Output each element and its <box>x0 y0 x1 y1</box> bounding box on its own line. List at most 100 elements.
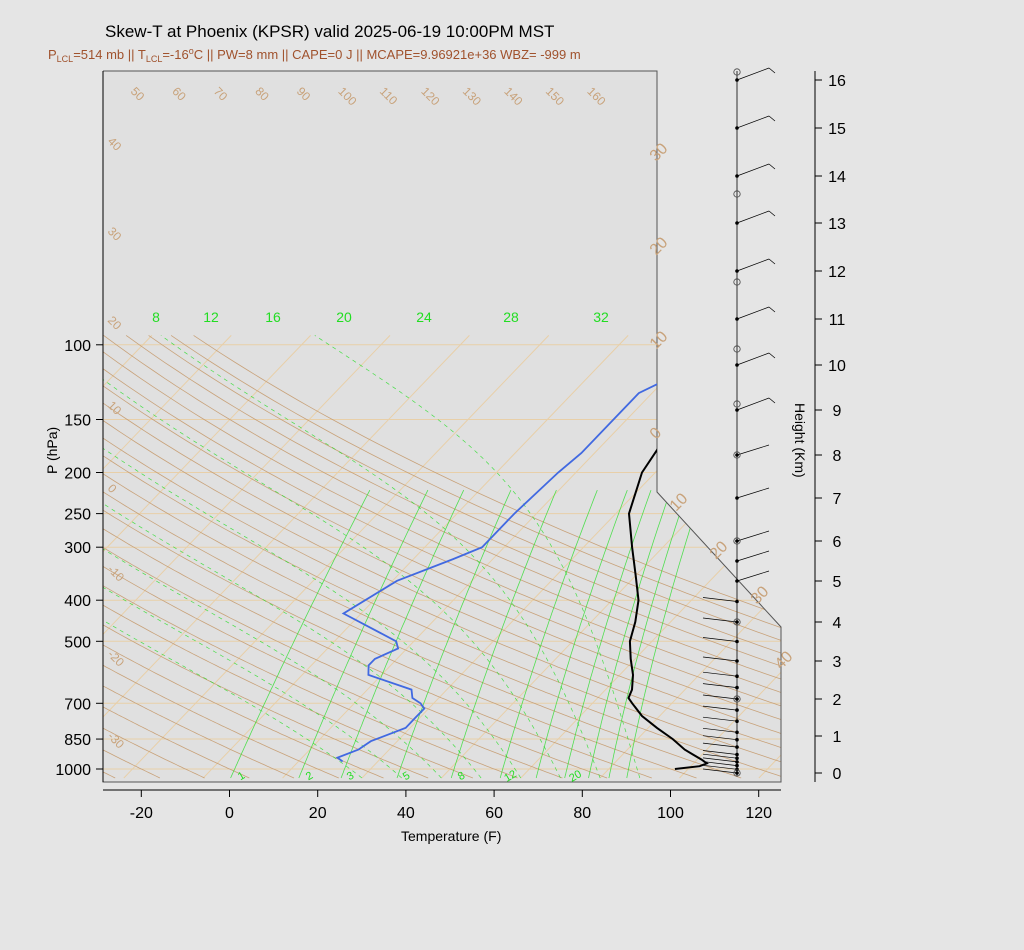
wind-barb <box>736 550 770 562</box>
x-axis-label: Temperature (F) <box>401 828 501 844</box>
mixing-ratio-label: 1 <box>236 770 247 783</box>
y-axis-label: P (hPa) <box>44 427 60 474</box>
wind-barb-flag <box>768 306 776 313</box>
dry-adiabat-line <box>103 335 205 779</box>
height-tick-label: 7 <box>833 491 842 508</box>
dry-adiabat-line <box>103 335 295 779</box>
height-tick-label: 8 <box>833 448 842 465</box>
wind-barb-flag <box>768 258 776 265</box>
mixing-ratio-line <box>450 489 557 779</box>
temperature-tick-label: 100 <box>657 805 684 822</box>
mixing-ratio-label: 24 <box>416 309 432 325</box>
wind-barb-flag <box>768 163 776 170</box>
wind-calm-circle <box>733 695 741 703</box>
wind-barb <box>702 753 738 759</box>
mixing-ratio-label: 3 <box>345 770 356 783</box>
height-tick-label: 4 <box>833 615 842 632</box>
dry-adiabat-line <box>103 335 781 779</box>
wind-barb-flag <box>768 397 776 404</box>
temperature-tick-label: -20 <box>130 805 153 822</box>
dry-adiabat-line <box>103 335 781 779</box>
wind-barb <box>736 115 770 129</box>
wind-barb <box>702 764 738 770</box>
mixing-ratio-line <box>499 489 598 779</box>
height-tick-label: 11 <box>829 312 846 329</box>
pressure-tick-label: 200 <box>64 465 91 482</box>
pressure-tick-label: 1000 <box>55 762 91 779</box>
mixing-ratio-line <box>535 489 628 779</box>
moist-adiabat-lines <box>103 335 641 779</box>
wind-barb-flag <box>768 352 776 359</box>
dry-adiabat-line <box>125 335 781 779</box>
dry-adiabat-line <box>103 335 250 779</box>
dry-adiabat-line <box>170 335 781 779</box>
wind-barb <box>736 487 770 499</box>
moist-adiabat-line <box>103 335 561 779</box>
dry-adiabat-line <box>103 335 563 779</box>
temperature-tick-label: 120 <box>745 805 772 822</box>
wind-barb <box>702 705 738 711</box>
dry-adiabat-line <box>103 335 384 779</box>
wind-barb-flag <box>768 115 776 122</box>
pressure-tick-label: 500 <box>64 634 91 651</box>
moist-adiabat-line <box>103 335 522 779</box>
isotherm-line <box>103 335 391 779</box>
dry-adiabat-line <box>103 335 781 779</box>
wind-barb <box>702 757 738 763</box>
isotherm-line <box>0 335 73 778</box>
dry-adiabat-line <box>103 335 608 779</box>
wind-barb <box>702 694 738 700</box>
height-tick-label: 12 <box>828 264 846 281</box>
height-tick-label: 14 <box>828 169 846 186</box>
height-tick-label: 6 <box>833 534 842 551</box>
wind-barb <box>702 671 738 677</box>
wind-calm-circle <box>733 278 741 286</box>
height-tick-label: 16 <box>828 73 846 90</box>
isotherm-line <box>679 335 781 779</box>
dewpoint-profile-line <box>335 343 739 763</box>
height-tick-label: 15 <box>828 121 846 138</box>
mixing-ratio-label: 20 <box>336 309 352 325</box>
temperature-tick-label: 80 <box>573 805 591 822</box>
dry-adiabat-line <box>148 335 781 779</box>
chart-title: Skew-T at Phoenix (KPSR) valid 2025-06-1… <box>105 22 554 41</box>
temperature-tick-label: 20 <box>309 805 327 822</box>
wind-calm-circle <box>733 400 741 408</box>
dry-adiabat-line <box>103 335 781 779</box>
isotherm-line <box>282 335 708 779</box>
mixing-ratio-line <box>396 489 512 779</box>
wind-barb <box>702 683 738 688</box>
mixing-ratio-line <box>564 489 652 779</box>
height-tick-label: 9 <box>833 403 842 420</box>
pressure-tick-label: 700 <box>64 696 91 713</box>
wind-barb <box>736 352 770 366</box>
mixing-ratio-label: 8 <box>456 770 467 783</box>
height-tick-label: 5 <box>833 574 842 591</box>
height-axis-label: Height (Km) <box>792 403 808 478</box>
wind-barb <box>702 761 738 766</box>
height-tick-label: 0 <box>833 766 842 783</box>
wind-barbs <box>702 67 776 777</box>
mixing-ratio-label: 5 <box>401 770 412 783</box>
wind-calm-circle <box>733 345 741 353</box>
mixing-ratio-line <box>230 489 371 779</box>
height-tick-label: 10 <box>828 358 846 375</box>
mixing-ratio-label: 16 <box>265 309 281 325</box>
wind-calm-circle <box>733 769 741 777</box>
wind-barb <box>702 617 738 623</box>
pressure-axis: 100 150 200 250 300 400 500 700 850 1000 <box>55 71 104 782</box>
isotherm-line <box>123 335 550 779</box>
mixing-ratio-label: 28 <box>503 309 519 325</box>
pressure-tick-label: 100 <box>64 338 91 355</box>
moist-adiabat-line <box>160 335 601 779</box>
dry-adiabat-line <box>103 335 742 779</box>
wind-barb <box>702 727 738 733</box>
dry-adiabat-line <box>103 335 697 779</box>
plot-area <box>103 71 781 782</box>
wind-barb <box>702 656 738 662</box>
isotherm-line <box>103 335 470 779</box>
wind-barb <box>702 768 738 774</box>
wind-barb <box>736 163 770 177</box>
dry-adiabat-line <box>103 335 429 779</box>
